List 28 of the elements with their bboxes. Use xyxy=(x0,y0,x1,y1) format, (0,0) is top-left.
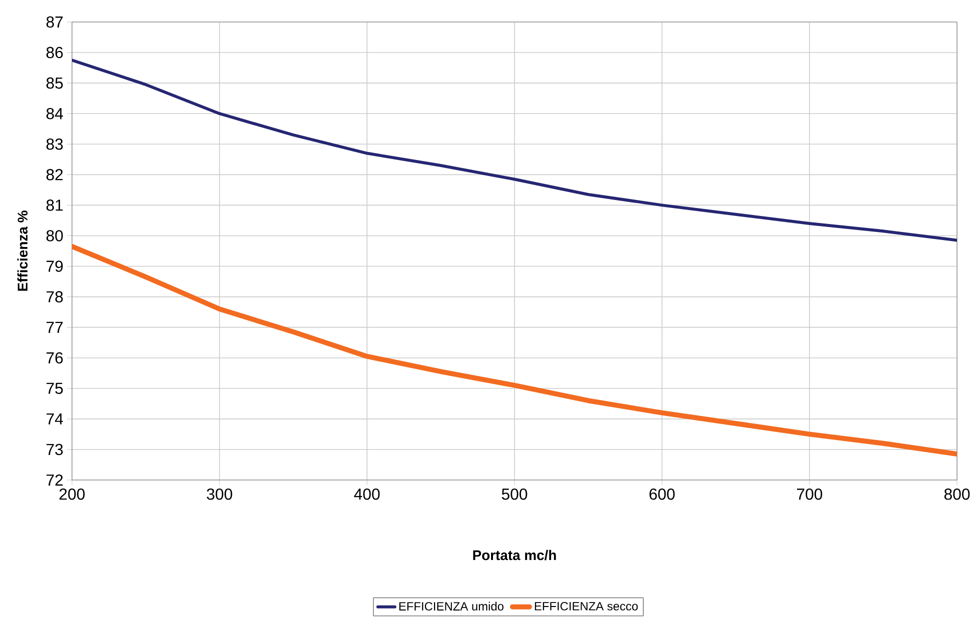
y-tick-label: 76 xyxy=(46,352,63,364)
y-tick-label: 86 xyxy=(46,46,63,58)
x-tick-label: 800 xyxy=(944,488,970,500)
y-tick-label: 80 xyxy=(46,230,63,242)
y-tick-label: 74 xyxy=(46,413,64,424)
y-tick-label: 85 xyxy=(46,77,63,89)
x-tick-label: 300 xyxy=(206,488,232,500)
y-tick-label: 83 xyxy=(46,138,63,150)
x-tick-label: 400 xyxy=(354,488,380,500)
y-tick-label: 87 xyxy=(46,16,63,28)
x-axis-title: Portata mc/h xyxy=(473,550,556,560)
x-tick-label: 600 xyxy=(650,488,675,500)
y-tick-label: 75 xyxy=(46,382,63,394)
y-axis-title: Efficienza % xyxy=(17,210,28,291)
y-tick-label: 78 xyxy=(46,291,63,302)
x-tick-label: 700 xyxy=(797,488,822,500)
line-series xyxy=(72,58,958,242)
x-tick-label: 500 xyxy=(502,488,528,500)
y-tick-label: 77 xyxy=(46,322,63,333)
x-tick-label: 200 xyxy=(60,488,85,500)
y-tick-label: 79 xyxy=(46,260,63,272)
y-tick-label: 84 xyxy=(46,108,64,120)
y-tick-label: 82 xyxy=(46,169,63,180)
y-tick-label: 73 xyxy=(46,444,63,456)
legend-label: EFFICIENZA umido xyxy=(399,602,504,611)
legend-label: EFFICIENZA secco xyxy=(534,602,638,610)
y-tick-label: 81 xyxy=(46,200,63,211)
y-tick-label: 72 xyxy=(46,474,63,486)
